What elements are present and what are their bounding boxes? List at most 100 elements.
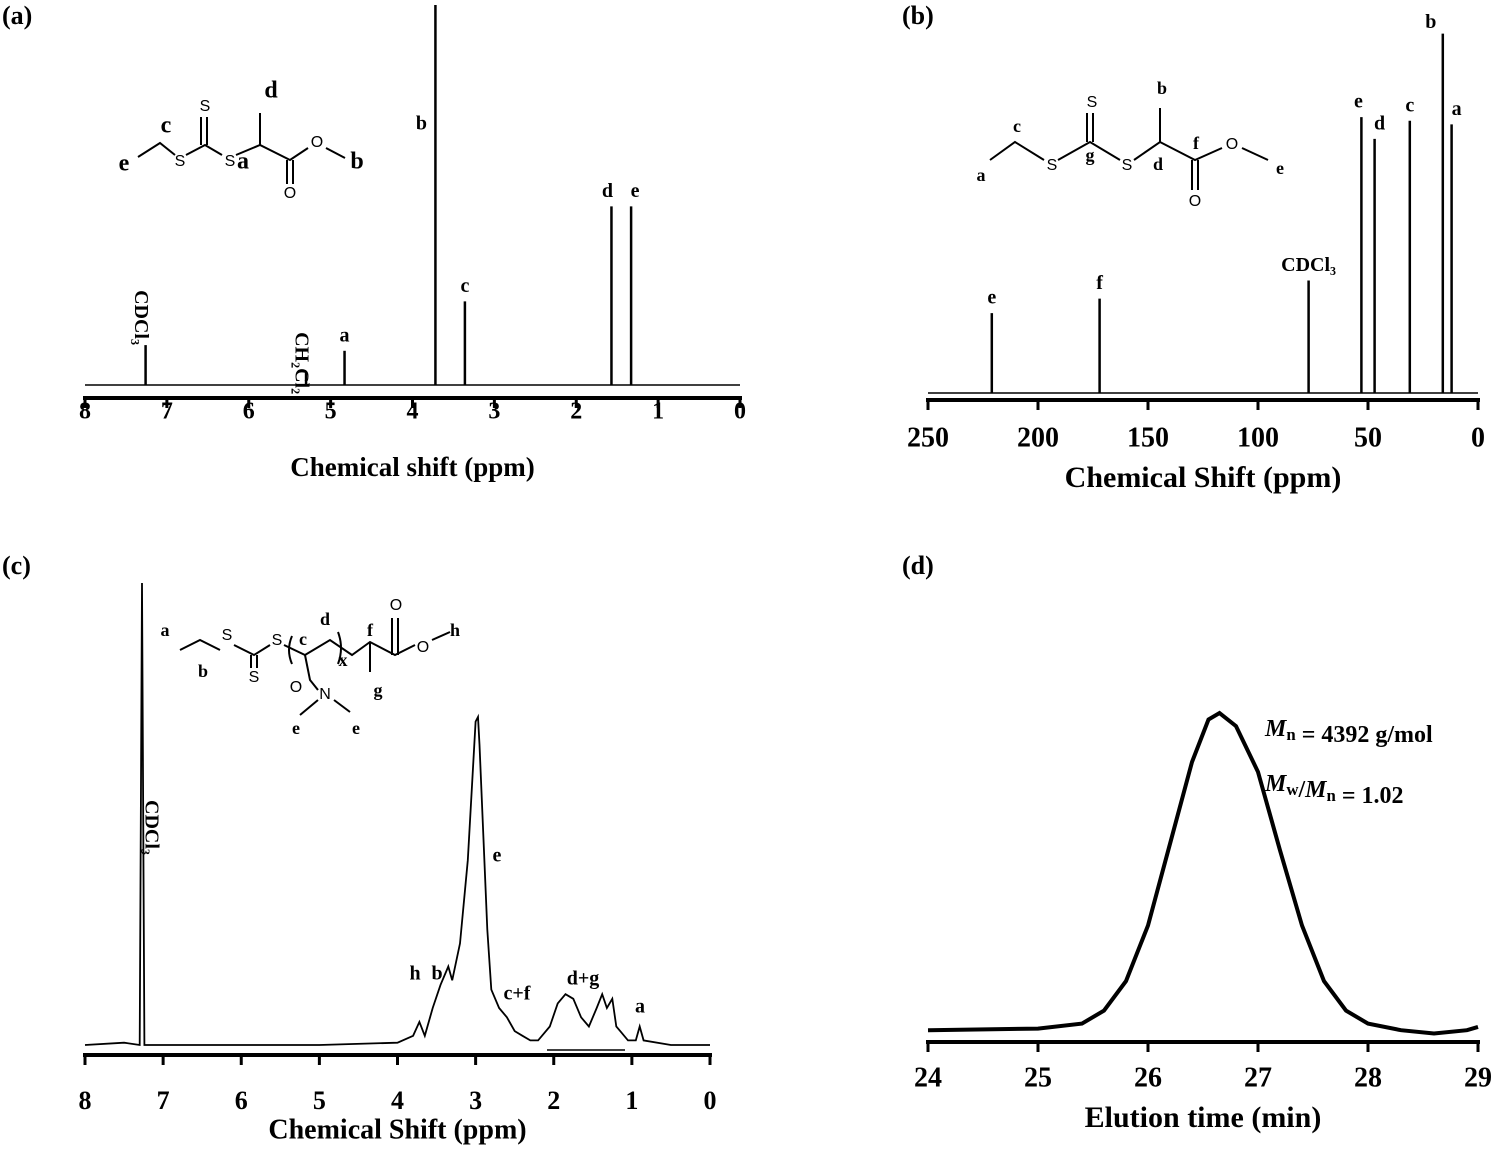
structure-label: S bbox=[1047, 157, 1058, 174]
trace bbox=[927, 710, 1479, 1036]
x-tick-label: 250 bbox=[907, 422, 949, 453]
peak-label: a bbox=[1452, 98, 1462, 120]
annotation: Mw/Mn = 1.02 bbox=[1264, 771, 1404, 809]
annotation-part: = 4392 g/mol bbox=[1296, 722, 1433, 748]
structure-label: O bbox=[290, 679, 302, 696]
peak-label: d bbox=[1374, 112, 1385, 134]
peak-label: b bbox=[416, 113, 427, 135]
panel-label: (a) bbox=[2, 1, 32, 30]
peak-label: c+f bbox=[504, 983, 531, 1005]
structure-label: N bbox=[319, 686, 331, 703]
annotation-part: n bbox=[1286, 725, 1296, 744]
x-tick-label: 6 bbox=[243, 399, 255, 425]
structure-label: c bbox=[161, 113, 172, 139]
x-tick-label: 5 bbox=[313, 1086, 326, 1115]
structure-label: h bbox=[450, 620, 460, 640]
structure-label: a bbox=[161, 620, 170, 640]
x-axis-title: Chemical Shift (ppm) bbox=[268, 1114, 526, 1145]
peak-label: f bbox=[1096, 272, 1103, 294]
structure-label: e bbox=[292, 718, 300, 738]
x-tick-label: 0 bbox=[734, 399, 746, 425]
panel-label: (d) bbox=[902, 551, 934, 580]
peak-label: d bbox=[602, 180, 613, 202]
x-tick-label: 2 bbox=[547, 1086, 560, 1115]
peak-label: e bbox=[987, 287, 996, 309]
annotation-part: = 1.02 bbox=[1336, 783, 1404, 809]
x-tick-label: 3 bbox=[488, 399, 500, 425]
peak-label: CDCl₃ bbox=[130, 290, 152, 345]
peak-label: b bbox=[431, 963, 442, 985]
structure-label: S bbox=[1122, 157, 1133, 174]
peak-label: e bbox=[493, 845, 502, 867]
structure-label: f bbox=[1193, 133, 1200, 153]
structure-label: c bbox=[299, 629, 307, 649]
x-tick-label: 6 bbox=[235, 1086, 248, 1115]
structure-label: c bbox=[1013, 116, 1021, 136]
structure-label: O bbox=[1189, 193, 1201, 210]
x-tick-label: 3 bbox=[469, 1086, 482, 1115]
structure-label: S bbox=[272, 632, 283, 649]
x-tick-label: 8 bbox=[79, 1086, 92, 1115]
structure-b: a c S S g S b d f O O e bbox=[977, 78, 1285, 210]
x-tick-label: 28 bbox=[1354, 1062, 1382, 1093]
x-tick-label: 7 bbox=[157, 1086, 170, 1115]
structure-label: a bbox=[237, 149, 249, 175]
x-axis-title: Chemical shift (ppm) bbox=[290, 452, 535, 482]
peak-label: a bbox=[340, 324, 350, 346]
peak-label: CH₂Cl₂ bbox=[290, 332, 312, 394]
panel-label: (c) bbox=[2, 551, 31, 580]
x-tick-label: 100 bbox=[1237, 422, 1279, 453]
x-tick-label: 0 bbox=[704, 1086, 717, 1115]
structure-label: g bbox=[374, 680, 383, 700]
structure-label: e bbox=[119, 151, 130, 177]
x-tick-label: 1 bbox=[625, 1086, 638, 1115]
structure-label: b bbox=[1157, 78, 1167, 98]
structure-label: O bbox=[1226, 136, 1238, 153]
structure-label: S bbox=[222, 627, 233, 644]
peak-label: c bbox=[1405, 94, 1414, 116]
peak-label: c bbox=[460, 275, 469, 297]
structure-label: a bbox=[977, 165, 986, 185]
peak-label: a bbox=[635, 996, 645, 1018]
annotation-part: M bbox=[1264, 771, 1288, 797]
x-tick-label: 8 bbox=[79, 399, 91, 425]
structure-label: d bbox=[1153, 154, 1163, 174]
peak-label: d+g bbox=[567, 968, 600, 990]
x-tick-label: 5 bbox=[325, 399, 337, 425]
x-tick-label: 26 bbox=[1134, 1062, 1162, 1093]
peak-label: e bbox=[631, 180, 640, 202]
x-tick-label: 7 bbox=[161, 399, 173, 425]
annotation-part: M bbox=[1264, 716, 1288, 742]
x-tick-label: 0 bbox=[1471, 422, 1485, 453]
peak-label: CDCl₃ bbox=[140, 800, 162, 855]
x-tick-label: 29 bbox=[1464, 1062, 1492, 1093]
x-tick-label: 4 bbox=[407, 399, 419, 425]
x-tick-label: 25 bbox=[1024, 1062, 1052, 1093]
structure-label: O bbox=[311, 134, 323, 151]
panel-label: (b) bbox=[902, 1, 934, 30]
x-tick-label: 1 bbox=[652, 399, 664, 425]
peak-label: CDCl₃ bbox=[1281, 254, 1336, 276]
structure-label: b bbox=[350, 149, 363, 175]
structure-c: a b S S S c d x f g O O h O N e e bbox=[161, 597, 461, 738]
peak-label: b bbox=[1425, 11, 1436, 33]
structure-label: d bbox=[320, 609, 330, 629]
structure-label: e bbox=[352, 718, 360, 738]
structure-label: d bbox=[264, 78, 278, 104]
structure-label: S bbox=[225, 153, 236, 170]
structure-label: g bbox=[1086, 145, 1095, 165]
structure-label: S bbox=[1087, 94, 1098, 111]
structure-label: O bbox=[284, 185, 296, 202]
annotation-part: n bbox=[1326, 786, 1336, 805]
x-axis-title: Elution time (min) bbox=[1085, 1101, 1322, 1134]
peak-label: h bbox=[409, 963, 420, 985]
structure-label: x bbox=[339, 650, 348, 670]
x-tick-label: 200 bbox=[1017, 422, 1059, 453]
structure-label: O bbox=[390, 597, 402, 614]
trace bbox=[84, 582, 710, 1047]
x-axis-title: Chemical Shift (ppm) bbox=[1065, 461, 1342, 494]
x-tick-label: 4 bbox=[391, 1086, 404, 1115]
structure-label: e bbox=[1276, 158, 1284, 178]
x-tick-label: 50 bbox=[1354, 422, 1382, 453]
